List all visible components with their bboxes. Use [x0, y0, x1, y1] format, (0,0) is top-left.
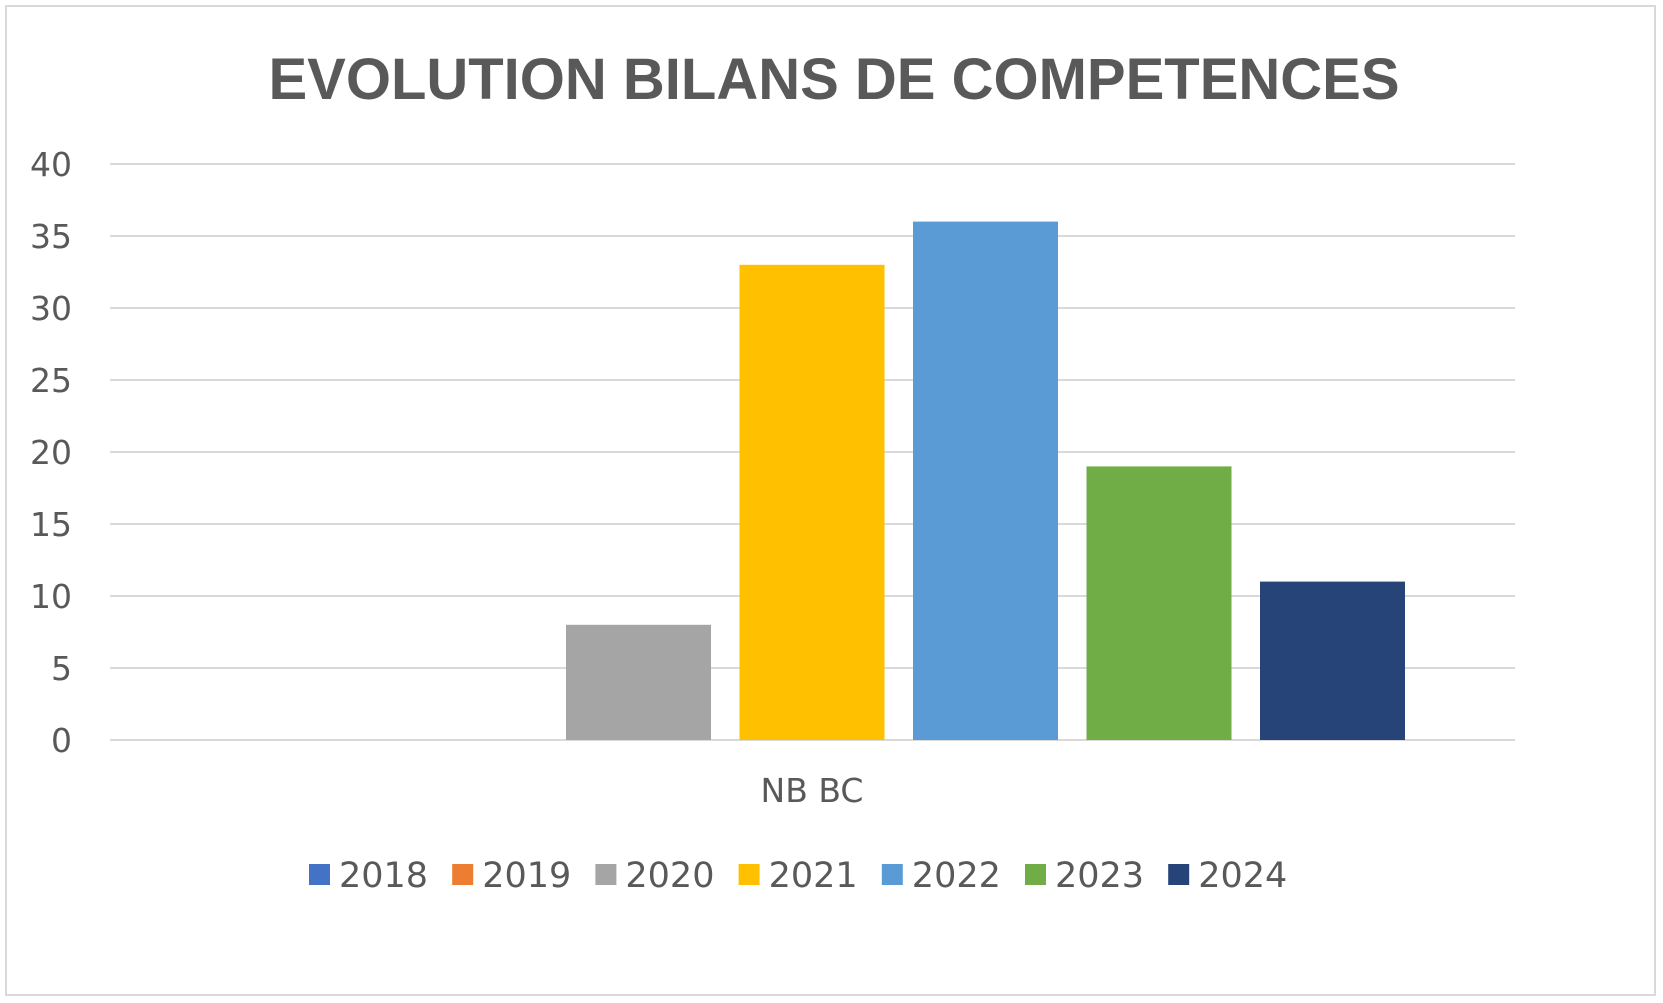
legend: 2018 2019 2020 2021 2022 2023 2024: [309, 856, 1287, 896]
legend-label-2019: 2019: [482, 856, 571, 896]
bar-2023: [1086, 466, 1232, 740]
legend-label-2020: 2020: [625, 856, 714, 896]
x-axis-categories: NB BC: [761, 771, 864, 810]
chart-frame: EVOLUTION BILANS DE COMPETENCES 0 5 10 15 20…: [5, 5, 1656, 996]
y-tick-label: 20: [30, 433, 72, 472]
legend-label-2023: 2023: [1055, 856, 1144, 896]
legend-swatch-2022: [881, 864, 903, 885]
y-tick-label: 35: [30, 217, 72, 256]
y-tick-label: 15: [30, 505, 72, 544]
y-tick-label: 5: [51, 649, 72, 688]
y-tick-label: 10: [30, 577, 72, 616]
bar-chart: EVOLUTION BILANS DE COMPETENCES 0 5 10 15 20…: [30, 47, 1515, 896]
bar-2022: [913, 221, 1058, 741]
legend-swatch-2018: [309, 864, 330, 885]
chart-title: EVOLUTION BILANS DE COMPETENCES: [268, 47, 1399, 112]
y-tick-label: 0: [51, 721, 72, 760]
legend-label-2024: 2024: [1198, 856, 1287, 896]
y-tick-label: 30: [30, 289, 72, 328]
legend-label-2018: 2018: [339, 856, 428, 896]
y-tick-label: 40: [30, 145, 72, 184]
legend-swatch-2019: [452, 864, 474, 885]
y-axis-ticks: 0 5 10 15 20 25 30 35 40: [30, 145, 72, 760]
bar-2020: [566, 624, 711, 740]
bar-2021: [739, 264, 885, 740]
legend-swatch-2020: [595, 864, 617, 885]
bar-2024: [1260, 581, 1405, 740]
legend-swatch-2023: [1025, 864, 1046, 885]
legend-swatch-2021: [738, 864, 760, 885]
legend-swatch-2024: [1168, 864, 1190, 885]
legend-label-2021: 2021: [769, 856, 858, 896]
bars: [566, 221, 1405, 741]
legend-label-2022: 2022: [912, 856, 1001, 896]
y-tick-label: 25: [30, 361, 72, 400]
x-category-label: NB BC: [761, 771, 864, 810]
